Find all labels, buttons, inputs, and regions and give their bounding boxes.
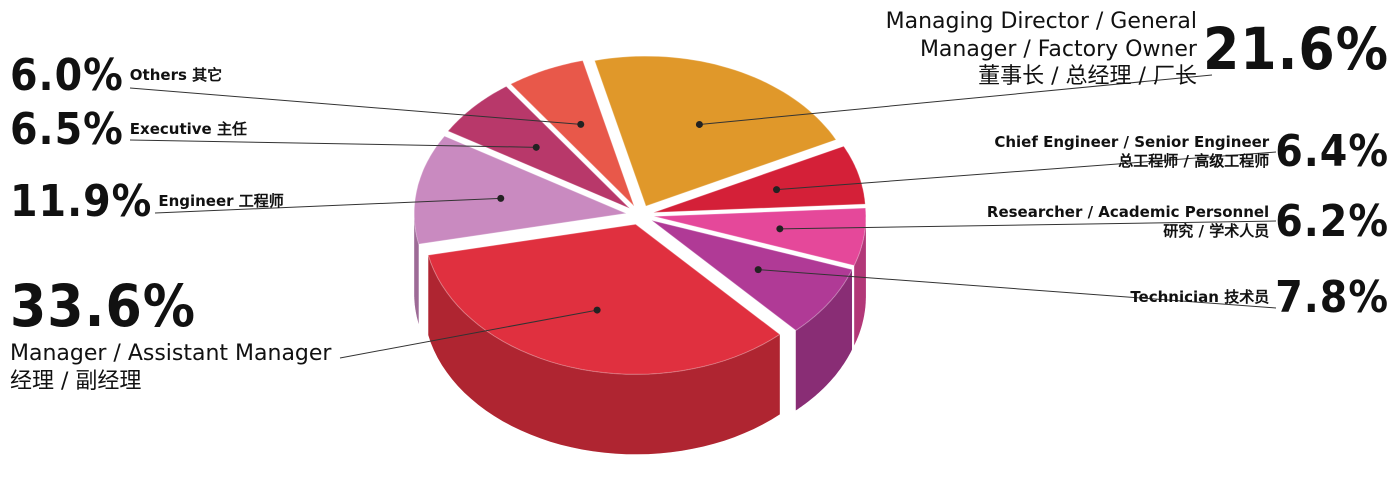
- value-label: 6.4%: [1275, 126, 1389, 177]
- value-label: 21.6%: [1202, 15, 1389, 84]
- category-en: Managing Director / General Manager / Fa…: [885, 9, 1197, 62]
- category-label: Others 其它: [130, 66, 222, 85]
- slice-side: [795, 269, 852, 411]
- category-label: Chief Engineer / Senior Engineer 总工程师 / 高…: [994, 133, 1269, 171]
- category-en: Chief Engineer / Senior Engineer: [994, 132, 1270, 151]
- leader-line: [758, 269, 1277, 309]
- slice-label: Chief Engineer / Senior Engineer 总工程师 / 高…: [994, 126, 1389, 177]
- slice-label: 11.9% Engineer 工程师: [10, 176, 284, 227]
- slice-top: [653, 207, 867, 267]
- category-zh: 研究 / 学术人员: [1163, 221, 1270, 240]
- category-en: Engineer: [158, 192, 234, 211]
- slice: [653, 145, 866, 213]
- category-en: Technician: [1130, 288, 1219, 307]
- slice-side: [428, 255, 780, 455]
- value-label: 6.5%: [10, 104, 124, 155]
- slice-side-shade: [414, 213, 419, 325]
- category-en: Manager / Assistant Manager: [10, 341, 332, 366]
- slice-label: Managing Director / General Manager / Fa…: [807, 8, 1389, 91]
- value-label: 6.2%: [1275, 196, 1389, 247]
- slice: [509, 60, 635, 207]
- slice-side-shade: [854, 216, 866, 346]
- slice-top: [653, 145, 866, 213]
- slice-top: [509, 60, 635, 207]
- slice-top: [413, 135, 629, 245]
- leader-dot: [773, 186, 781, 194]
- slice-side: [414, 213, 419, 325]
- slice-side-shade: [795, 269, 852, 411]
- leader-line: [776, 151, 1277, 191]
- category-label: Manager / Assistant Manager 经理 / 副经理: [10, 340, 331, 395]
- category-zh: 技术员: [1224, 288, 1270, 307]
- slice-top: [651, 219, 853, 332]
- slice: [427, 223, 781, 455]
- category-label: Technician 技术员: [1130, 288, 1269, 307]
- leader-dot: [695, 120, 703, 128]
- leader-line: [154, 197, 501, 214]
- category-label: Engineer 工程师: [158, 192, 283, 211]
- slice-label: 33.6% Manager / Assistant Manager 经理 / 副经理: [10, 272, 331, 395]
- value-label: 6.0%: [10, 50, 124, 101]
- category-zh: 主任: [216, 120, 247, 139]
- value-label: 7.8%: [1275, 272, 1389, 323]
- slice: [653, 207, 867, 346]
- category-zh: 经理 / 副经理: [10, 368, 142, 394]
- leader-dot: [754, 266, 762, 274]
- slice: [651, 219, 853, 411]
- category-en: Executive: [129, 120, 212, 139]
- leader-line: [779, 220, 1277, 230]
- slice-label: Researcher / Academic Personnel 研究 / 学术人员…: [987, 196, 1389, 247]
- category-en: Researcher / Academic Personnel: [986, 202, 1270, 221]
- category-label: Managing Director / General Manager / Fa…: [807, 8, 1197, 91]
- leader-dot: [532, 143, 540, 151]
- leader-line: [129, 87, 581, 125]
- slice-label: 6.0% Others 其它: [10, 50, 222, 101]
- leader-dot: [497, 194, 505, 202]
- category-label: Researcher / Academic Personnel 研究 / 学术人员: [987, 203, 1269, 241]
- leader-line: [699, 74, 1213, 125]
- category-zh: 总工程师 / 高级工程师: [1118, 151, 1270, 170]
- value-label: 33.6%: [10, 272, 197, 340]
- leader-dot: [776, 225, 784, 233]
- leader-line: [339, 309, 598, 359]
- slice: [593, 55, 837, 207]
- leader-line: [129, 139, 537, 148]
- leader-dot: [593, 306, 601, 314]
- category-zh: 工程师: [238, 192, 284, 211]
- slice-top: [593, 55, 837, 207]
- slice-side-shade: [428, 255, 780, 455]
- category-label: Executive 主任: [130, 120, 247, 139]
- slice-label: 6.5% Executive 主任: [10, 104, 247, 155]
- value-label: 11.9%: [10, 176, 153, 227]
- slice-side: [854, 216, 866, 346]
- slice: [413, 135, 629, 325]
- leader-dot: [577, 120, 585, 128]
- slice-label: Technician 技术员 7.8%: [1130, 272, 1389, 323]
- slice-top: [427, 223, 781, 375]
- category-en: Others: [129, 66, 187, 85]
- category-zh: 董事长 / 总经理 / 厂长: [978, 64, 1197, 89]
- category-zh: 其它: [192, 66, 223, 85]
